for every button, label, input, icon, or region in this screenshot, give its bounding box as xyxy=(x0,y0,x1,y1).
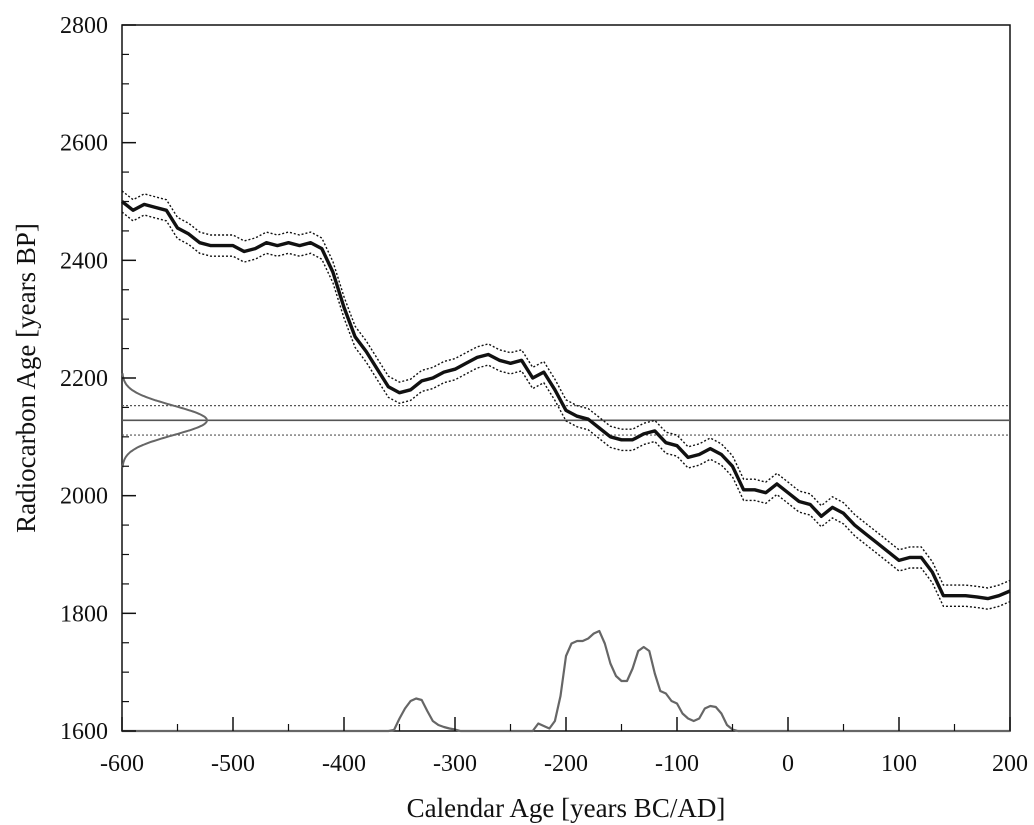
x-tick-label: -300 xyxy=(433,751,477,777)
y-tick-label: 2200 xyxy=(60,366,108,392)
y-tick-label: 2800 xyxy=(60,13,108,39)
x-tick-label: -100 xyxy=(655,751,699,777)
y-tick-label: 2000 xyxy=(60,484,108,510)
y-tick-label: 2600 xyxy=(60,131,108,157)
curve-upper-bound xyxy=(121,190,1011,589)
calibrated-distribution xyxy=(122,629,1010,733)
y-tick-label: 1600 xyxy=(60,719,108,745)
calibrated-probability-curve xyxy=(122,629,1010,733)
measured-gaussian xyxy=(121,373,209,468)
measured-date-lines xyxy=(121,373,1010,468)
calibration-curve xyxy=(120,190,1011,610)
y-tick-label: 2400 xyxy=(60,248,108,274)
axes: -600 -500 -400 -300 -200 -100 0 100 200 1600 1800 2… xyxy=(60,13,1028,777)
x-tick-label: -200 xyxy=(544,751,588,777)
plot-frame xyxy=(121,24,1011,732)
x-axis-title: Calendar Age [years BC/AD] xyxy=(407,793,726,823)
x-tick-label: -500 xyxy=(211,751,255,777)
x-tick-label: -400 xyxy=(322,751,366,777)
x-tick-label: -600 xyxy=(100,751,144,777)
y-axis-title: Radiocarbon Age [years BP] xyxy=(11,223,41,533)
x-tick-label: 0 xyxy=(782,751,794,777)
curve-mean-line xyxy=(120,200,1011,601)
x-tick-label: 200 xyxy=(992,751,1028,777)
curve-lower-bound xyxy=(121,211,1011,610)
x-tick-label: 100 xyxy=(881,751,917,777)
y-tick-label: 1800 xyxy=(60,601,108,627)
